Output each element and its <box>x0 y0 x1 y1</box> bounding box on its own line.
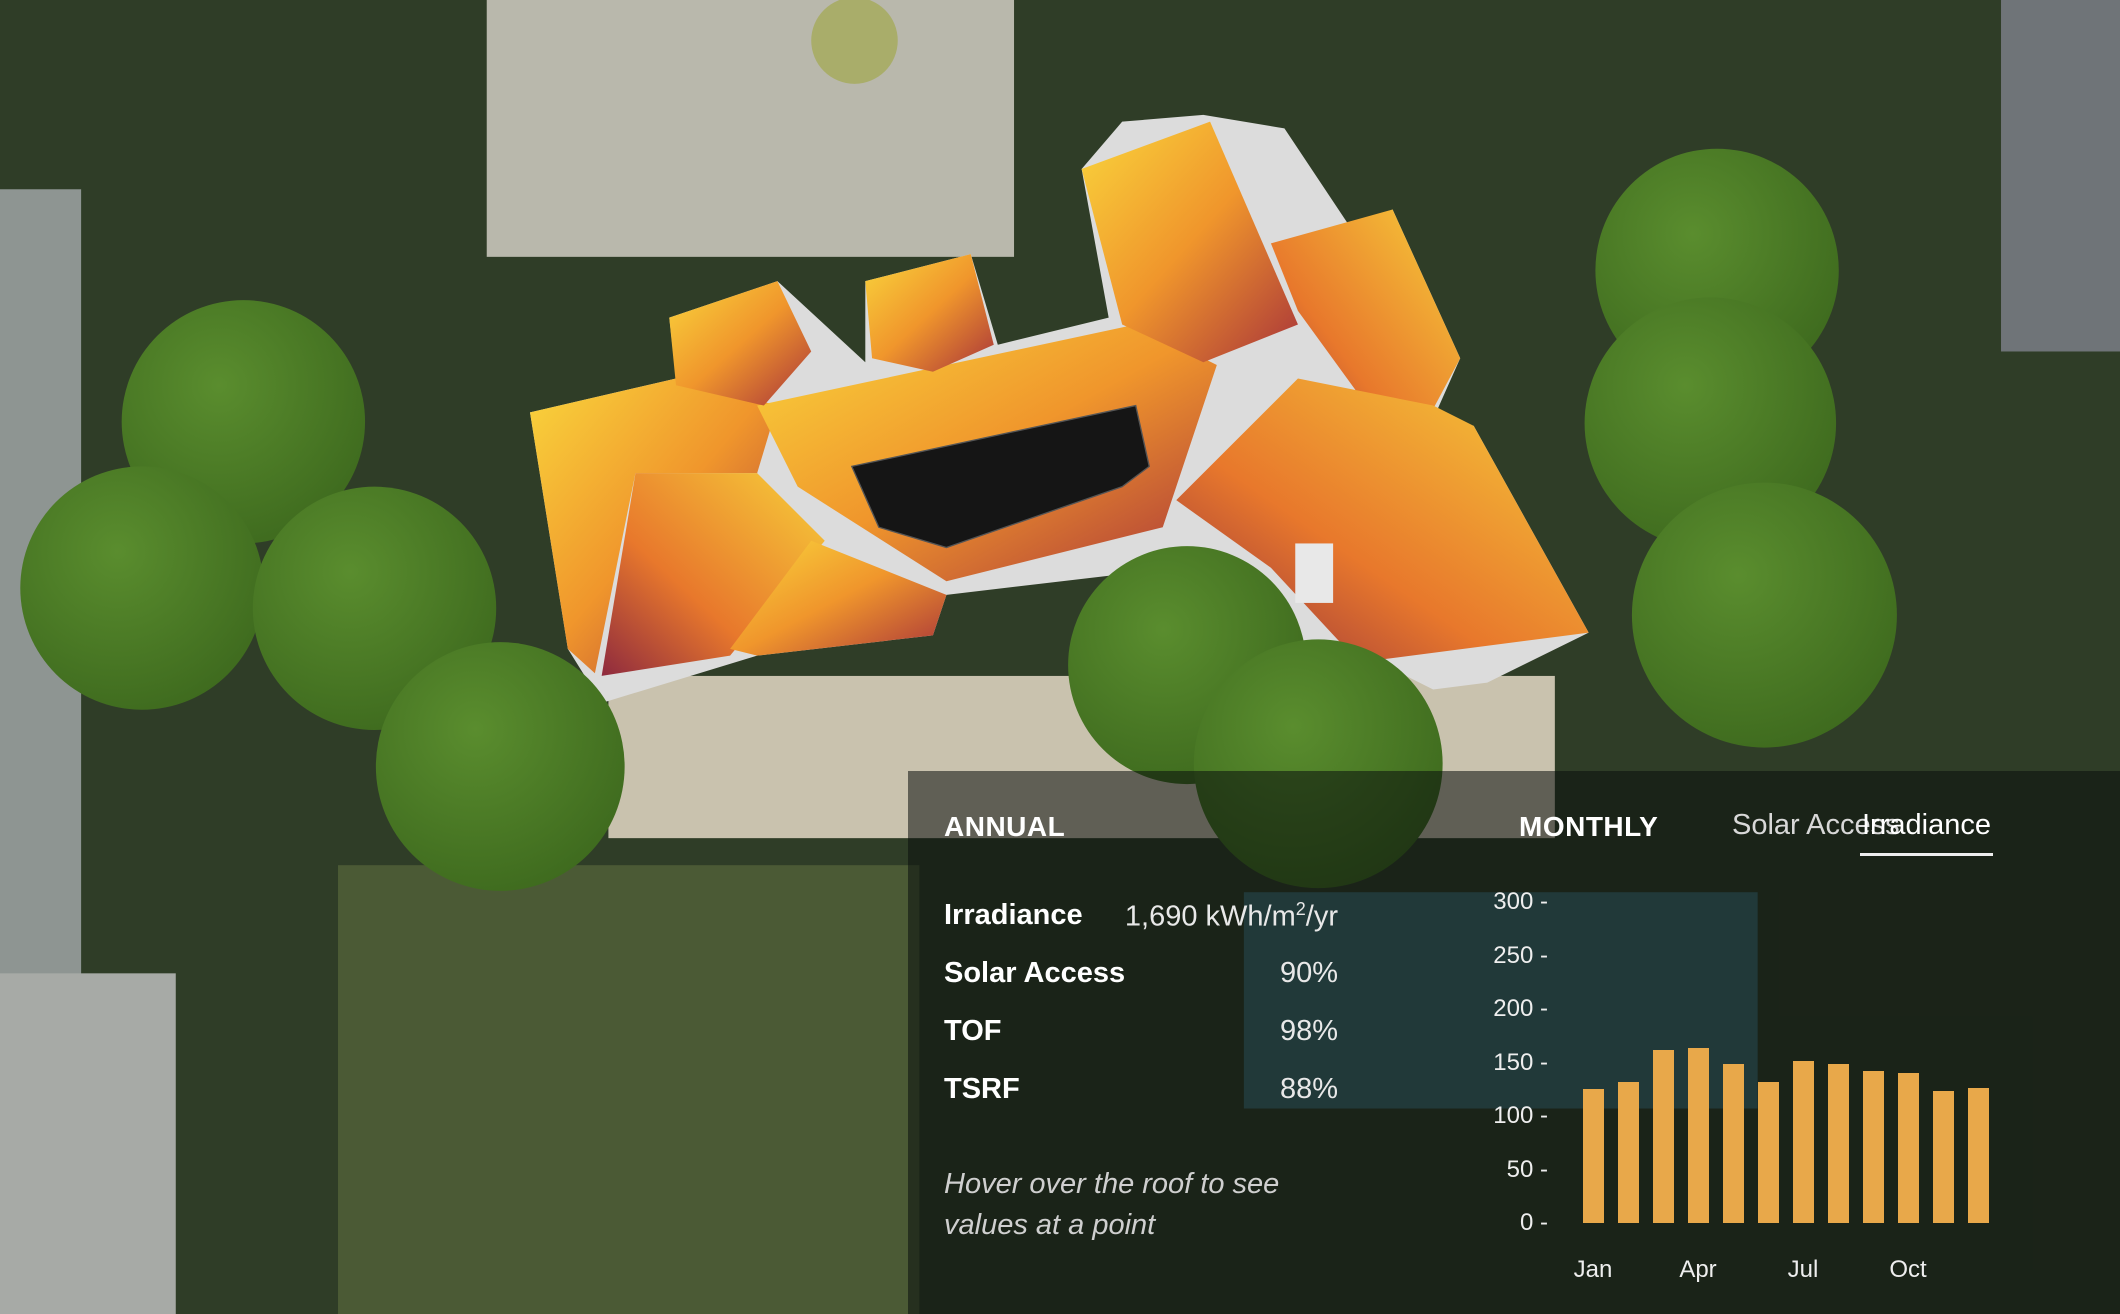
bar-jun[interactable] <box>1758 1081 1779 1223</box>
y-tick-label: 200 - <box>1493 995 1548 1022</box>
trees <box>20 148 1897 891</box>
tsrf-value: 88% <box>1279 1073 1338 1105</box>
monthly-title: MONTHLY <box>1519 811 1659 842</box>
tab-irradiance[interactable]: Irradiance <box>1860 809 1993 856</box>
bar-dec[interactable] <box>1968 1088 1989 1223</box>
solar-info-panel: ANNUAL Irradiance 1,690 kWh/m2/yr Solar … <box>908 771 2120 1314</box>
annual-title: ANNUAL <box>944 811 1066 842</box>
bar-nov[interactable] <box>1933 1091 1954 1223</box>
hint-line: Hover over the roof to see <box>944 1168 1280 1200</box>
irradiance-value: 1,690 kWh/m2/yr <box>1124 899 1338 933</box>
x-tick-label: Jul <box>1787 1256 1819 1283</box>
active-tab-indicator <box>1860 853 1993 856</box>
bar-aug[interactable] <box>1828 1063 1849 1223</box>
hint-line: values at a point <box>944 1209 1156 1241</box>
bar-mar[interactable] <box>1653 1049 1674 1223</box>
fountain <box>811 0 898 84</box>
bar-oct[interactable] <box>1898 1073 1919 1223</box>
tsrf-label: TSRF <box>944 1073 1020 1105</box>
bar-sep[interactable] <box>1863 1071 1884 1223</box>
y-tick-label: 250 - <box>1493 941 1548 969</box>
parking-lot <box>486 0 1015 257</box>
tree <box>20 466 264 710</box>
solar-access-label: Solar Access <box>944 957 1126 989</box>
bar-jan[interactable] <box>1583 1089 1604 1223</box>
tree <box>375 642 625 891</box>
x-tick-label: Jan <box>1573 1256 1613 1283</box>
solar-panels <box>850 404 1150 549</box>
bar-jul[interactable] <box>1793 1061 1814 1223</box>
lawn <box>338 865 920 1314</box>
solar-access-value: 90% <box>1279 957 1338 989</box>
tab-solar-access[interactable]: Solar Access <box>1732 809 1900 841</box>
monthly-irradiance-chart: 0 - 50 - 100 - 150 - 200 - 250 - 300 - Jan Apr Ju… <box>908 771 2120 1314</box>
bar-apr[interactable] <box>1688 1047 1709 1223</box>
bar-feb[interactable] <box>1618 1081 1639 1223</box>
irradiance-label: Irradiance <box>944 899 1083 931</box>
hover-hint: Hover over the roof to see values at a p… <box>944 1164 1279 1246</box>
x-tick-label: Oct <box>1889 1256 1927 1283</box>
rooftop-unit <box>1295 543 1334 603</box>
y-tick-label: 50 - <box>1506 1155 1548 1183</box>
tof-value: 98% <box>1279 1015 1338 1047</box>
y-tick-label: 0 - <box>1519 1209 1548 1236</box>
building-right <box>2001 0 2120 352</box>
building-left-lower <box>0 973 176 1314</box>
y-tick-label: 300 - <box>1493 888 1548 915</box>
y-tick-label: 100 - <box>1493 1102 1548 1129</box>
y-tick-label: 150 - <box>1493 1048 1548 1076</box>
x-tick-label: Apr <box>1679 1256 1717 1283</box>
bar-may[interactable] <box>1723 1063 1744 1223</box>
tof-label: TOF <box>944 1015 1002 1047</box>
tree <box>1631 482 1897 748</box>
